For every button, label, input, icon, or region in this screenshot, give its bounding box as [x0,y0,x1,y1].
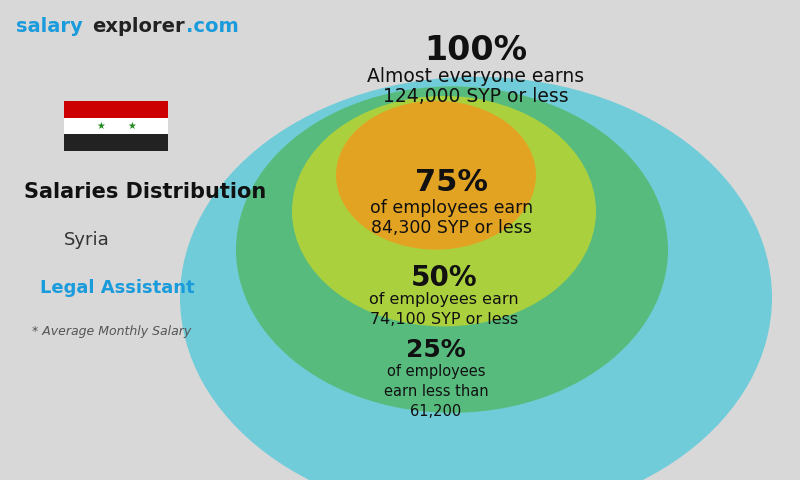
Text: ★: ★ [127,121,136,131]
Text: 124,000 SYP or less: 124,000 SYP or less [383,87,569,107]
Text: Almost everyone earns: Almost everyone earns [367,67,585,86]
Text: salary: salary [16,17,82,36]
Ellipse shape [292,96,596,326]
Text: * Average Monthly Salary: * Average Monthly Salary [32,324,191,338]
Ellipse shape [336,101,536,250]
Bar [64,118,168,134]
Text: 50%: 50% [410,264,478,292]
Text: 100%: 100% [425,34,527,67]
Text: of employees earn: of employees earn [369,292,519,307]
Text: earn less than: earn less than [384,384,488,399]
Text: Salaries Distribution: Salaries Distribution [24,182,266,202]
Bar [64,134,168,151]
Text: 25%: 25% [406,338,466,362]
Text: 75%: 75% [415,168,489,197]
Ellipse shape [180,77,772,480]
Text: .com: .com [186,17,239,36]
Text: of employees: of employees [386,364,486,379]
Text: Legal Assistant: Legal Assistant [40,279,194,297]
Text: of employees earn: of employees earn [370,199,534,217]
Text: 61,200: 61,200 [410,404,462,419]
Text: explorer: explorer [92,17,185,36]
Text: ★: ★ [96,121,105,131]
Text: Syria: Syria [64,231,110,249]
Ellipse shape [236,86,668,413]
Text: 74,100 SYP or less: 74,100 SYP or less [370,312,518,327]
Text: 84,300 SYP or less: 84,300 SYP or less [371,219,533,237]
Bar [64,101,168,118]
